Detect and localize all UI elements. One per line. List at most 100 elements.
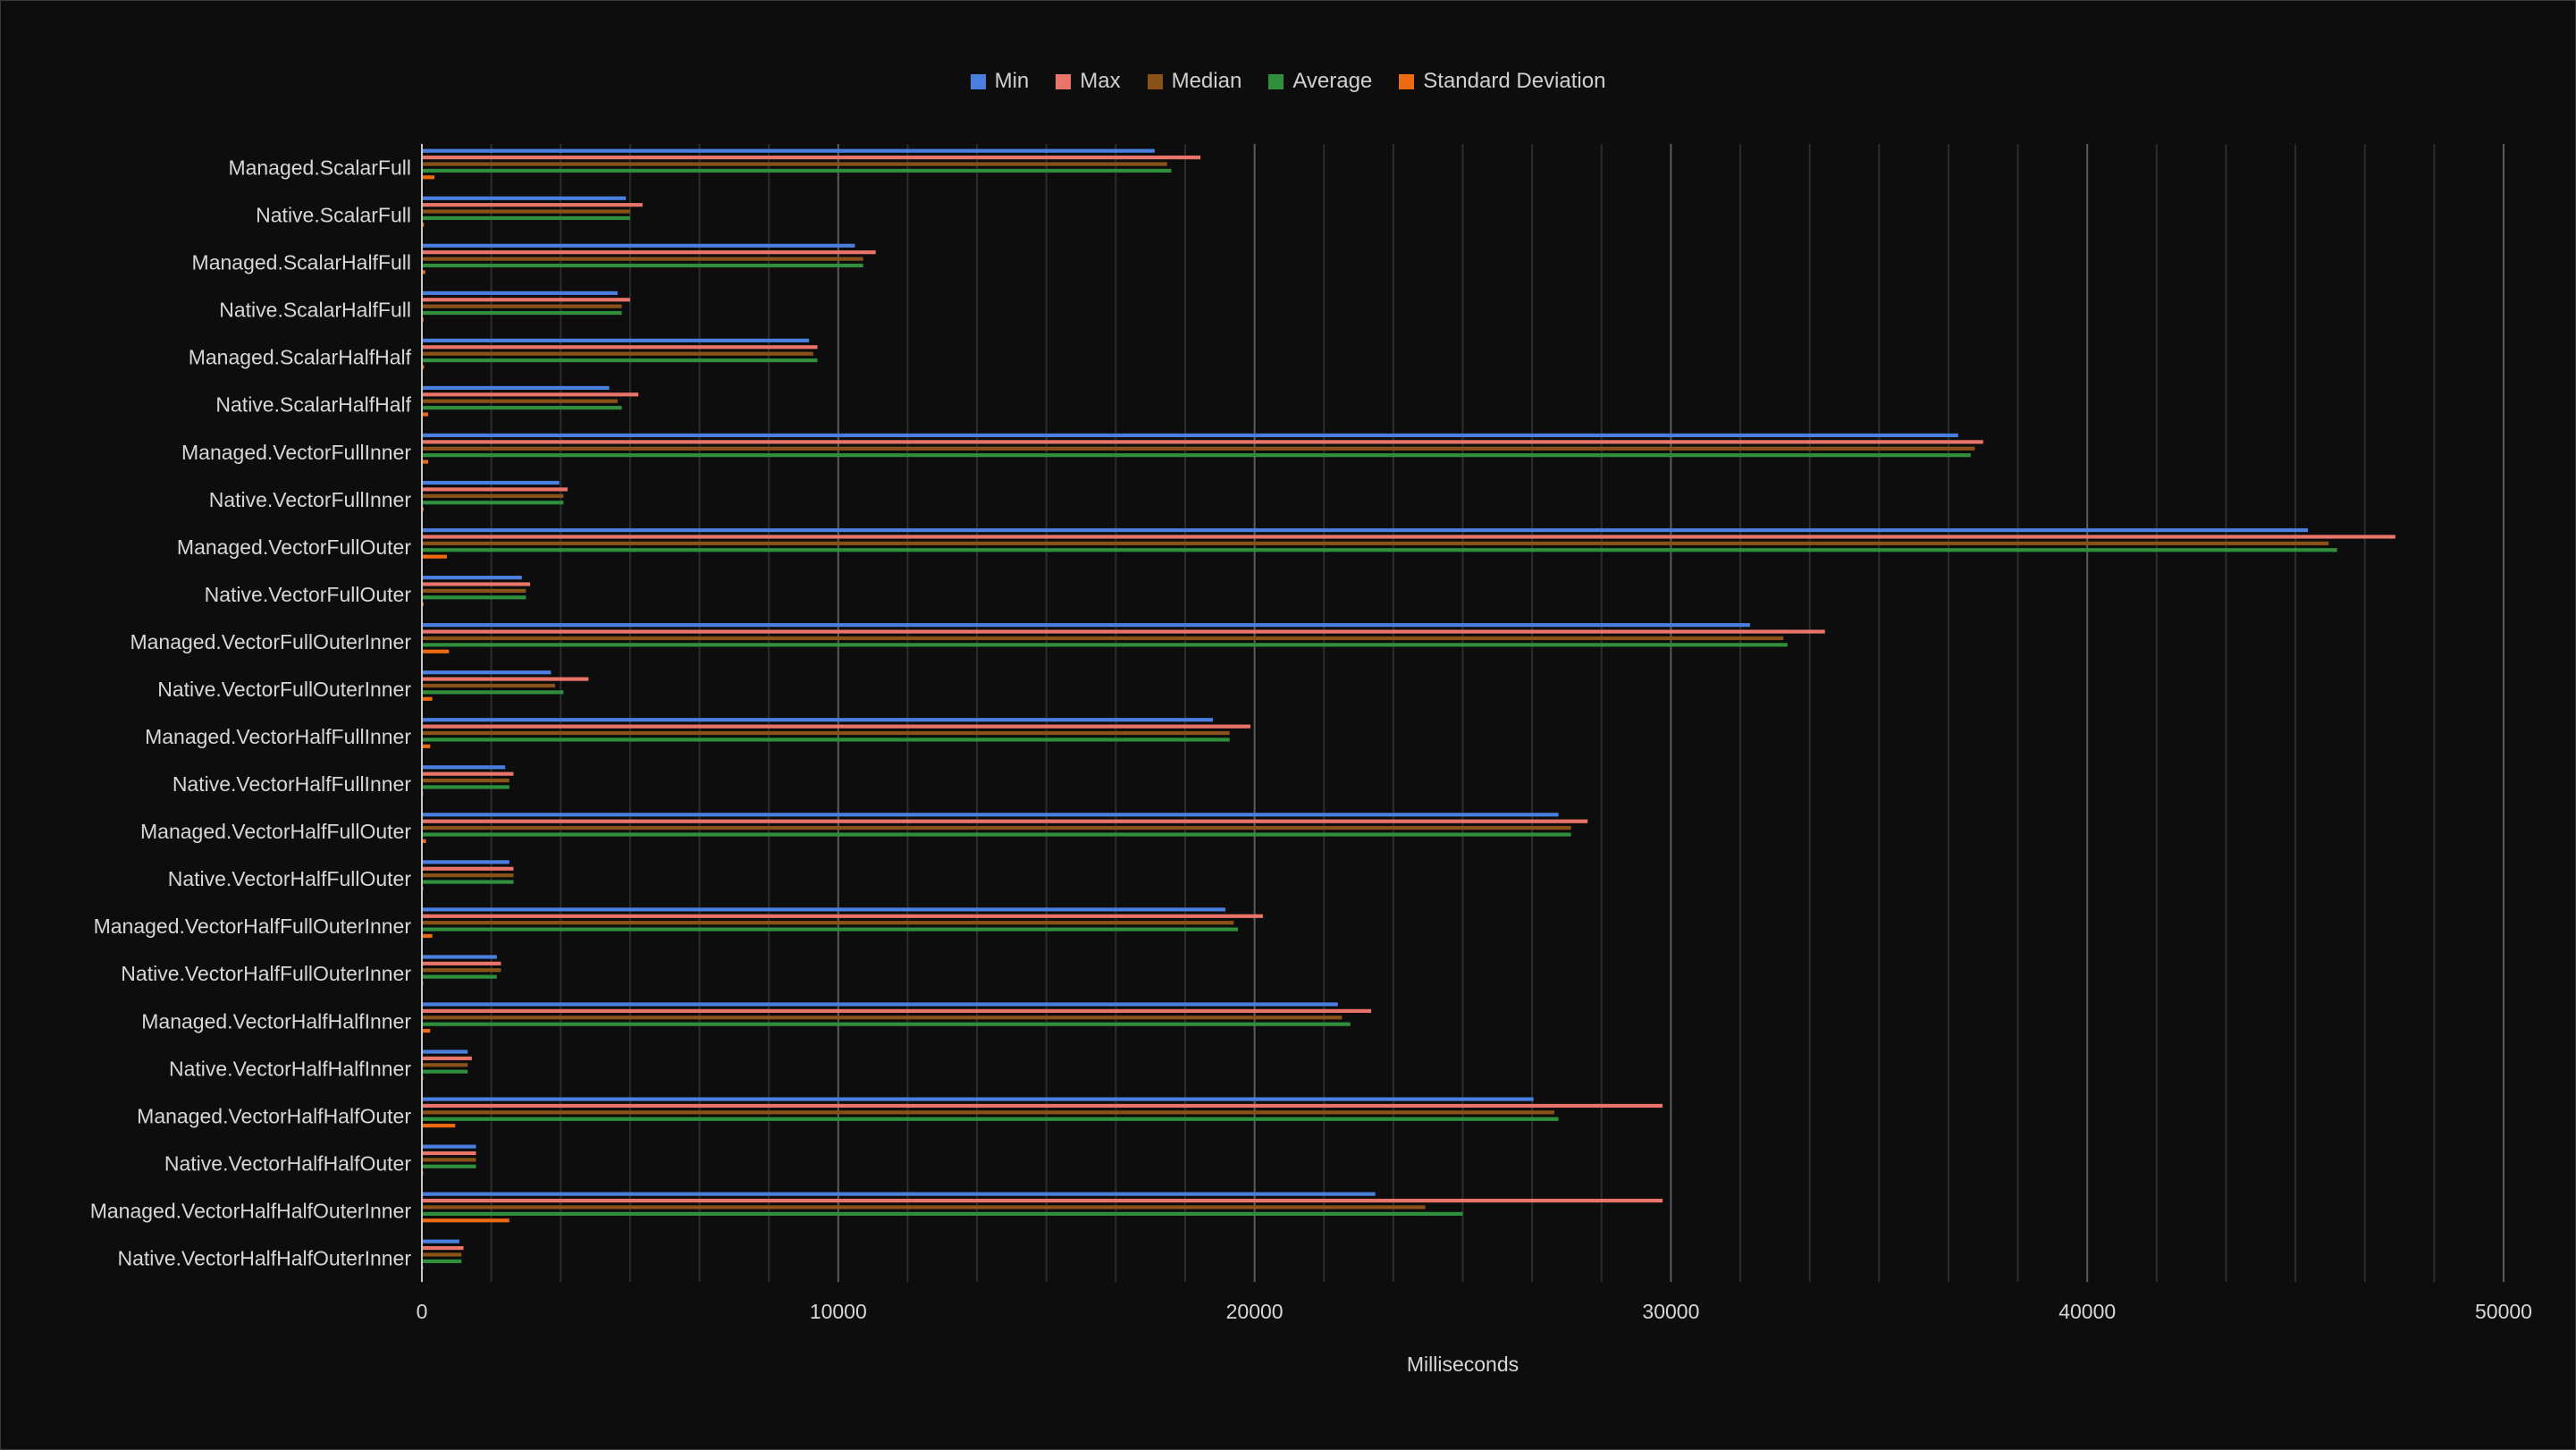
bar-average[interactable]: [422, 785, 509, 789]
bar-max[interactable]: [422, 250, 876, 255]
bar-max[interactable]: [422, 771, 514, 776]
bar-median[interactable]: [422, 873, 514, 878]
bar-max[interactable]: [422, 203, 643, 207]
bar-average[interactable]: [422, 880, 514, 884]
bar-standard-deviation[interactable]: [422, 554, 447, 559]
bar-median[interactable]: [422, 493, 564, 498]
bar-median[interactable]: [422, 1016, 1343, 1020]
bar-min[interactable]: [422, 670, 551, 675]
bar-min[interactable]: [422, 575, 522, 580]
bar-median[interactable]: [422, 636, 1784, 641]
bar-average[interactable]: [422, 215, 630, 221]
bar-median[interactable]: [422, 541, 2329, 545]
bar-max[interactable]: [422, 345, 818, 350]
bar-median[interactable]: [422, 683, 556, 688]
bar-standard-deviation[interactable]: [422, 744, 431, 748]
bar-min[interactable]: [422, 148, 1155, 153]
bar-median[interactable]: [422, 399, 618, 403]
bar-average[interactable]: [422, 1069, 468, 1074]
bar-max[interactable]: [422, 724, 1250, 729]
bar-standard-deviation[interactable]: [422, 1218, 509, 1223]
bar-min[interactable]: [422, 291, 618, 295]
bar-max[interactable]: [422, 535, 2395, 539]
bar-average[interactable]: [422, 1117, 1559, 1121]
bar-average[interactable]: [422, 595, 526, 600]
bar-average[interactable]: [422, 1164, 476, 1168]
bar-max[interactable]: [422, 298, 630, 302]
bar-average[interactable]: [422, 1259, 462, 1263]
bar-min[interactable]: [422, 1050, 468, 1054]
bar-min[interactable]: [422, 907, 1225, 912]
bar-median[interactable]: [422, 446, 1975, 451]
bar-median[interactable]: [422, 209, 630, 214]
legend-item[interactable]: Min: [970, 69, 1029, 94]
bar-max[interactable]: [422, 1008, 1372, 1013]
bar-standard-deviation[interactable]: [422, 223, 425, 227]
bar-min[interactable]: [422, 338, 810, 342]
bar-min[interactable]: [422, 1239, 459, 1243]
bar-median[interactable]: [422, 730, 1230, 736]
legend-item[interactable]: Standard Deviation: [1399, 69, 1605, 94]
bar-median[interactable]: [422, 257, 863, 261]
bar-min[interactable]: [422, 813, 1559, 817]
bar-max[interactable]: [422, 1245, 464, 1251]
bar-median[interactable]: [422, 1110, 1554, 1115]
bar-standard-deviation[interactable]: [422, 933, 433, 939]
bar-average[interactable]: [422, 168, 1172, 173]
bar-average[interactable]: [422, 927, 1238, 932]
bar-max[interactable]: [422, 961, 501, 965]
bar-min[interactable]: [422, 243, 855, 248]
bar-average[interactable]: [422, 406, 622, 410]
bar-min[interactable]: [422, 765, 506, 770]
bar-max[interactable]: [422, 1103, 1663, 1109]
bar-min[interactable]: [422, 527, 2309, 533]
bar-min[interactable]: [422, 623, 1750, 628]
bar-median[interactable]: [422, 162, 1167, 166]
bar-max[interactable]: [422, 677, 589, 681]
bar-min[interactable]: [422, 385, 610, 391]
bar-average[interactable]: [422, 690, 564, 695]
bar-median[interactable]: [422, 351, 813, 356]
bar-min[interactable]: [422, 860, 509, 864]
bar-standard-deviation[interactable]: [422, 365, 425, 369]
bar-max[interactable]: [422, 914, 1263, 918]
bar-standard-deviation[interactable]: [422, 412, 428, 417]
bar-min[interactable]: [422, 1192, 1376, 1196]
bar-max[interactable]: [422, 582, 531, 586]
bar-min[interactable]: [422, 1002, 1338, 1007]
bar-max[interactable]: [422, 487, 568, 492]
bar-median[interactable]: [422, 588, 526, 593]
bar-min[interactable]: [422, 480, 560, 485]
bar-median[interactable]: [422, 304, 622, 308]
bar-average[interactable]: [422, 974, 497, 979]
bar-min[interactable]: [422, 196, 627, 200]
bar-average[interactable]: [422, 1211, 1463, 1216]
bar-median[interactable]: [422, 968, 501, 973]
bar-max[interactable]: [422, 819, 1588, 823]
legend-item[interactable]: Max: [1056, 69, 1121, 94]
bar-min[interactable]: [422, 433, 1958, 438]
bar-min[interactable]: [422, 1097, 1534, 1101]
bar-standard-deviation[interactable]: [422, 175, 434, 180]
bar-max[interactable]: [422, 156, 1201, 160]
bar-average[interactable]: [422, 548, 2337, 552]
legend-item[interactable]: Average: [1268, 69, 1372, 94]
bar-average[interactable]: [422, 738, 1230, 742]
bar-standard-deviation[interactable]: [422, 696, 433, 701]
bar-max[interactable]: [422, 629, 1825, 634]
bar-max[interactable]: [422, 1056, 472, 1061]
bar-min[interactable]: [422, 955, 497, 959]
bar-average[interactable]: [422, 1022, 1351, 1026]
bar-max[interactable]: [422, 440, 1983, 444]
bar-median[interactable]: [422, 921, 1234, 925]
bar-median[interactable]: [422, 1252, 462, 1257]
bar-median[interactable]: [422, 778, 509, 783]
bar-median[interactable]: [422, 1205, 1426, 1210]
bar-median[interactable]: [422, 1158, 476, 1162]
bar-standard-deviation[interactable]: [422, 649, 450, 653]
bar-standard-deviation[interactable]: [422, 270, 425, 274]
bar-average[interactable]: [422, 263, 863, 268]
bar-standard-deviation[interactable]: [422, 839, 426, 844]
bar-average[interactable]: [422, 310, 622, 316]
bar-standard-deviation[interactable]: [422, 1028, 431, 1033]
